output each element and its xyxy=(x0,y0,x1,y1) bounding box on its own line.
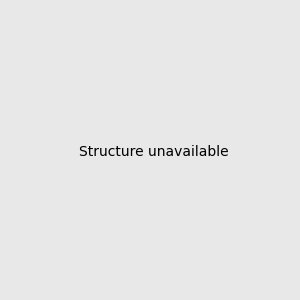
Text: Structure unavailable: Structure unavailable xyxy=(79,145,229,158)
